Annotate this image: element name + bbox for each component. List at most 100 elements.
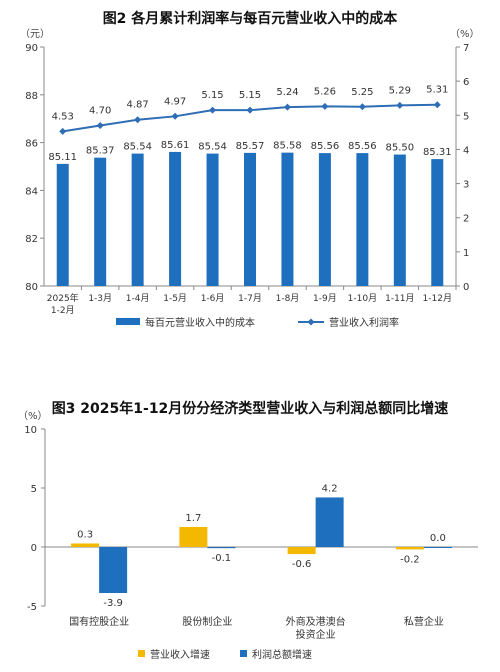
- left-tick-label: 80: [25, 282, 38, 293]
- right-tick-label: 2: [463, 214, 469, 225]
- profit-margin-point: [96, 122, 104, 130]
- chart3-title: 图3 2025年1-12月份分经济类型营业收入与利润总额同比增速: [51, 401, 449, 417]
- revenue-growth-bar: [71, 543, 100, 547]
- cost-bar-label: 85.57: [236, 141, 265, 152]
- cost-bar: [56, 163, 69, 286]
- legend-revenue-swatch: [138, 650, 145, 657]
- legend-revenue-label: 营业收入增速: [150, 648, 210, 661]
- y-tick-label: 0: [31, 543, 37, 554]
- x-tick-label: 1-9月: [313, 293, 337, 304]
- revenue-growth-bar: [287, 547, 316, 555]
- cost-bar: [244, 152, 256, 286]
- cost-bar: [281, 152, 294, 286]
- profit-margin-label: 5.31: [426, 85, 448, 96]
- profit-growth-bar: [423, 547, 452, 548]
- cost-bar-label: 85.56: [311, 141, 340, 152]
- chart2-plot: （元） （%） 80 82 84 86 88 90 0 1 2 3 4 5 6 7 2025年1-2月 85.11…: [20, 28, 480, 329]
- profit-margin-label: 4.87: [127, 100, 149, 111]
- x-tick-label: 1-2月: [51, 305, 75, 316]
- left-tick-label: 84: [25, 186, 38, 197]
- right-axis-unit: （%）: [450, 28, 480, 40]
- cost-bar: [431, 159, 444, 286]
- cost-bar-label: 85.54: [198, 142, 227, 153]
- x-tick-label: 投资企业: [296, 628, 336, 641]
- x-tick-label: 1-3月: [88, 293, 112, 304]
- cost-bar-label: 85.50: [385, 143, 414, 154]
- x-tick-label: 1-4月: [126, 293, 150, 304]
- y-tick-label: 10: [24, 425, 37, 436]
- revenue-growth-label: 0.3: [77, 529, 93, 540]
- x-tick-label: 2025年: [47, 292, 79, 304]
- chart2-title: 图2 各月累计利润率与每百元营业收入中的成本: [102, 11, 398, 27]
- profit-growth-bar: [99, 547, 128, 594]
- profit-growth-label: 4.2: [322, 483, 338, 494]
- right-tick-label: 7: [463, 43, 469, 54]
- left-tick-label: 90: [25, 43, 38, 54]
- profit-margin-point: [134, 116, 142, 124]
- x-tick-label: 1-12月: [423, 293, 452, 304]
- profit-margin-label: 5.24: [276, 87, 298, 98]
- x-tick-label: 外商及港澳台: [286, 615, 346, 628]
- profit-margin-point: [321, 102, 329, 110]
- cost-bar-label: 85.11: [48, 152, 77, 163]
- revenue-growth-label: -0.2: [400, 554, 420, 565]
- revenue-growth-bar: [179, 526, 208, 547]
- right-tick-label: 5: [463, 111, 469, 122]
- profit-margin-label: 5.26: [314, 86, 336, 97]
- profit-growth-bar: [315, 497, 344, 547]
- x-tick-label: 1-5月: [163, 293, 187, 304]
- legend-profit-swatch: [240, 650, 247, 657]
- cost-bar-label: 85.61: [161, 140, 190, 151]
- cost-bar: [206, 153, 219, 286]
- revenue-growth-label: 1.7: [185, 513, 201, 524]
- cost-bar-label: 85.58: [273, 141, 302, 152]
- profit-margin-point: [358, 103, 366, 111]
- profit-margin-point: [246, 106, 254, 114]
- x-tick-label: 1-6月: [201, 293, 225, 304]
- x-tick-label: 1-11月: [385, 293, 414, 304]
- profit-margin-point: [433, 101, 441, 109]
- profit-margin-label: 5.15: [239, 90, 261, 101]
- right-tick-label: 3: [463, 180, 469, 191]
- cost-bar-label: 85.56: [348, 141, 377, 152]
- right-tick-label: 6: [463, 77, 469, 88]
- profit-margin-label: 4.97: [164, 96, 186, 107]
- right-tick-label: 0: [463, 282, 469, 293]
- cost-bar: [318, 153, 331, 286]
- profit-margin-label: 5.25: [351, 87, 373, 98]
- legend-margin-marker: [307, 318, 315, 326]
- right-tick-label: 4: [463, 145, 469, 156]
- profit-growth-bar: [207, 547, 236, 549]
- revenue-growth-bar: [395, 547, 424, 550]
- left-axis-unit: （元）: [20, 28, 50, 40]
- cost-bar-label: 85.37: [86, 146, 115, 157]
- y-axis-unit: （%）: [18, 410, 48, 422]
- x-tick-label: 1-7月: [238, 293, 262, 304]
- legend-profit-label: 利润总额增速: [252, 648, 312, 661]
- cost-bar: [131, 153, 144, 286]
- left-tick-label: 86: [25, 139, 38, 150]
- profit-margin-label: 4.53: [52, 111, 74, 122]
- profit-margin-point: [209, 106, 217, 114]
- profit-growth-label: -3.9: [103, 598, 123, 609]
- x-tick-label: 1-8月: [276, 293, 300, 304]
- legend-margin-label: 营业收入利润率: [329, 316, 399, 329]
- cost-bar: [356, 153, 369, 286]
- left-tick-label: 82: [25, 234, 38, 245]
- cost-bar: [393, 154, 406, 286]
- profit-growth-label: -0.1: [212, 553, 232, 564]
- x-tick-label: 1-10月: [348, 293, 377, 304]
- y-tick-label: -5: [27, 602, 37, 613]
- profit-margin-label: 5.15: [201, 90, 223, 101]
- profit-growth-label: 0.0: [430, 533, 446, 544]
- revenue-growth-label: -0.6: [292, 559, 312, 570]
- profit-margin-point: [59, 127, 67, 135]
- profit-margin-point: [283, 103, 291, 111]
- profit-margin-point: [171, 112, 179, 120]
- left-tick-label: 88: [25, 91, 38, 102]
- legend-cost-swatch: [116, 318, 140, 325]
- right-tick-label: 1: [463, 248, 469, 259]
- profit-margin-label: 4.70: [89, 106, 111, 117]
- x-tick-label: 国有控股企业: [69, 615, 129, 628]
